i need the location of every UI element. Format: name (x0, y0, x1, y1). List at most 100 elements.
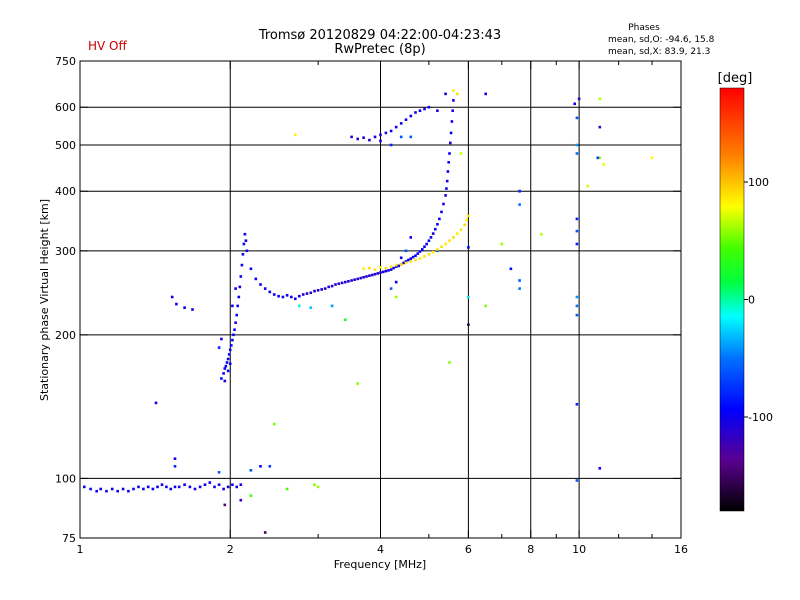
data-point (259, 283, 262, 286)
data-point (575, 143, 579, 147)
data-point (436, 223, 439, 226)
data-point (448, 361, 451, 364)
data-point (344, 280, 347, 284)
data-point (290, 295, 293, 299)
data-point (436, 248, 439, 251)
data-point (573, 102, 576, 106)
data-point (316, 289, 320, 292)
data-point (370, 273, 374, 277)
data-point (414, 254, 417, 257)
data-point (434, 227, 437, 231)
data-point (334, 283, 337, 286)
data-point (463, 223, 466, 227)
data-point (379, 271, 382, 274)
data-point (575, 479, 579, 482)
data-point (243, 232, 247, 236)
data-point (272, 293, 276, 296)
data-point (387, 269, 390, 272)
data-point (598, 156, 602, 160)
data-point (416, 252, 420, 255)
data-point (445, 179, 449, 183)
data-point (177, 485, 181, 489)
data-point (389, 265, 393, 268)
data-point (446, 170, 450, 173)
data-point (409, 236, 413, 239)
data-point (281, 295, 285, 299)
data-point (220, 337, 223, 341)
data-point (414, 258, 417, 262)
y-tick-label: 600 (55, 101, 76, 114)
y-tick-label: 500 (55, 139, 76, 152)
data-point (449, 141, 452, 145)
data-point (389, 143, 393, 147)
data-point (500, 242, 504, 246)
data-point (384, 131, 388, 135)
data-point (427, 253, 431, 256)
data-point (169, 487, 173, 491)
data-point (444, 194, 447, 197)
y-tick-label: 400 (55, 185, 76, 198)
data-point (217, 483, 221, 486)
data-point (220, 377, 223, 380)
data-point (596, 156, 600, 160)
data-point (456, 232, 459, 235)
data-point (365, 275, 368, 278)
data-point (484, 92, 487, 96)
data-point (394, 280, 398, 284)
data-point (301, 293, 305, 296)
data-point (249, 494, 253, 497)
data-point (234, 321, 237, 324)
gridlines (80, 61, 681, 538)
data-point (230, 344, 233, 347)
data-point (373, 268, 377, 271)
data-point (225, 361, 229, 364)
data-point (350, 279, 353, 282)
data-point (127, 489, 130, 493)
data-point (198, 485, 202, 489)
data-point (245, 249, 249, 253)
x-tick-label: 8 (527, 543, 534, 556)
data-point (231, 304, 234, 308)
data-point (188, 485, 192, 489)
data-point (217, 346, 221, 349)
data-point (368, 138, 371, 142)
hv-status-label: HV Off (88, 39, 127, 53)
colorbar-ticks: 100 0 -100 (744, 176, 773, 424)
data-point (448, 239, 451, 242)
data-point (238, 285, 242, 289)
colorbar (719, 87, 745, 512)
data-point (223, 367, 227, 370)
data-point (427, 239, 431, 242)
data-point (409, 114, 413, 118)
data-point (394, 265, 398, 268)
data-point (575, 403, 579, 406)
data-point (381, 270, 385, 274)
x-tick-label: 10 (572, 543, 586, 556)
data-point (309, 291, 313, 295)
data-point (440, 245, 443, 248)
data-point (173, 465, 177, 468)
data-point (330, 304, 334, 308)
data-point (285, 294, 289, 297)
data-point (239, 498, 243, 502)
y-axis-label: Stationary phase Virtual Height [km] (38, 199, 51, 401)
x-tick-label: 2 (227, 543, 234, 556)
data-point (575, 295, 579, 299)
data-point (313, 289, 316, 293)
data-point (598, 467, 602, 470)
data-point (222, 487, 225, 491)
data-point (327, 285, 330, 289)
data-point (397, 264, 400, 268)
data-point (467, 246, 470, 249)
phases-o-stats: mean, sd,O: -94.6, 15.8 (608, 35, 715, 45)
data-point (105, 489, 108, 493)
data-point (414, 111, 417, 114)
data-point (222, 372, 225, 375)
data-point (294, 133, 297, 137)
data-point (418, 250, 422, 253)
y-tick-label: 100 (55, 472, 76, 485)
data-point (340, 281, 344, 285)
data-point (598, 125, 602, 129)
data-point (191, 308, 194, 311)
